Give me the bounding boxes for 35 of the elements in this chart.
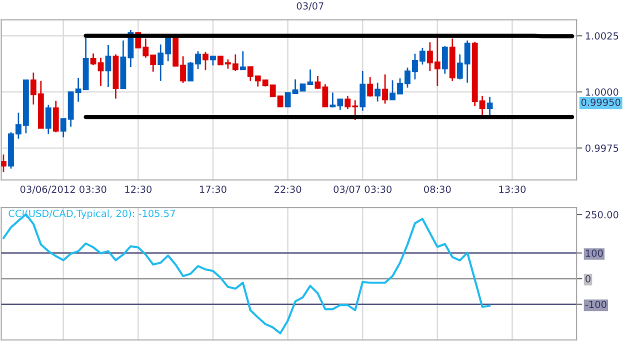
y-tick-label: 0.9975	[586, 144, 618, 152]
candlestick	[284, 92, 291, 108]
candlestick	[486, 96, 493, 116]
text: 03/07	[296, 2, 324, 10]
y-tick-label: 0	[586, 275, 590, 282]
candlestick	[98, 57, 104, 87]
candlestick	[52, 100, 59, 133]
x-tick-label: 13:30	[499, 186, 526, 193]
y-tick-label: -100	[585, 300, 606, 308]
series-label: CCI(USD/CAD,Typical, 20): -105.57	[8, 210, 175, 219]
y-tick-label: 100	[586, 249, 603, 257]
y-tick-label: 1.0025	[586, 32, 618, 40]
candlestick	[382, 74, 388, 104]
candlestick	[367, 76, 374, 98]
candlestick	[90, 52, 96, 66]
text: 0.99950	[581, 98, 620, 106]
candlestick	[1, 154, 6, 173]
candlestick	[360, 70, 366, 112]
candlestick	[442, 45, 448, 74]
candlestick	[202, 51, 208, 71]
candlestick	[45, 104, 52, 135]
x-tick-label: 17:30	[200, 186, 226, 193]
candlestick	[210, 56, 216, 66]
candlestick	[240, 50, 246, 70]
candlestick	[292, 78, 298, 94]
x-tick-label: 08:30	[424, 186, 451, 193]
candlestick	[374, 82, 381, 102]
x-tick-label: 22:30	[274, 186, 302, 193]
x-tick-label: 03/07 03:30	[334, 186, 392, 194]
x-tick-label: 12:30	[125, 186, 152, 193]
candlestick	[105, 44, 112, 88]
x-tick-label: 03/06/2012 03:30	[20, 186, 106, 194]
y-tick-label: 250.00	[586, 210, 618, 218]
candlestick	[307, 68, 314, 86]
y-tick-label: 1.0000	[586, 88, 618, 96]
